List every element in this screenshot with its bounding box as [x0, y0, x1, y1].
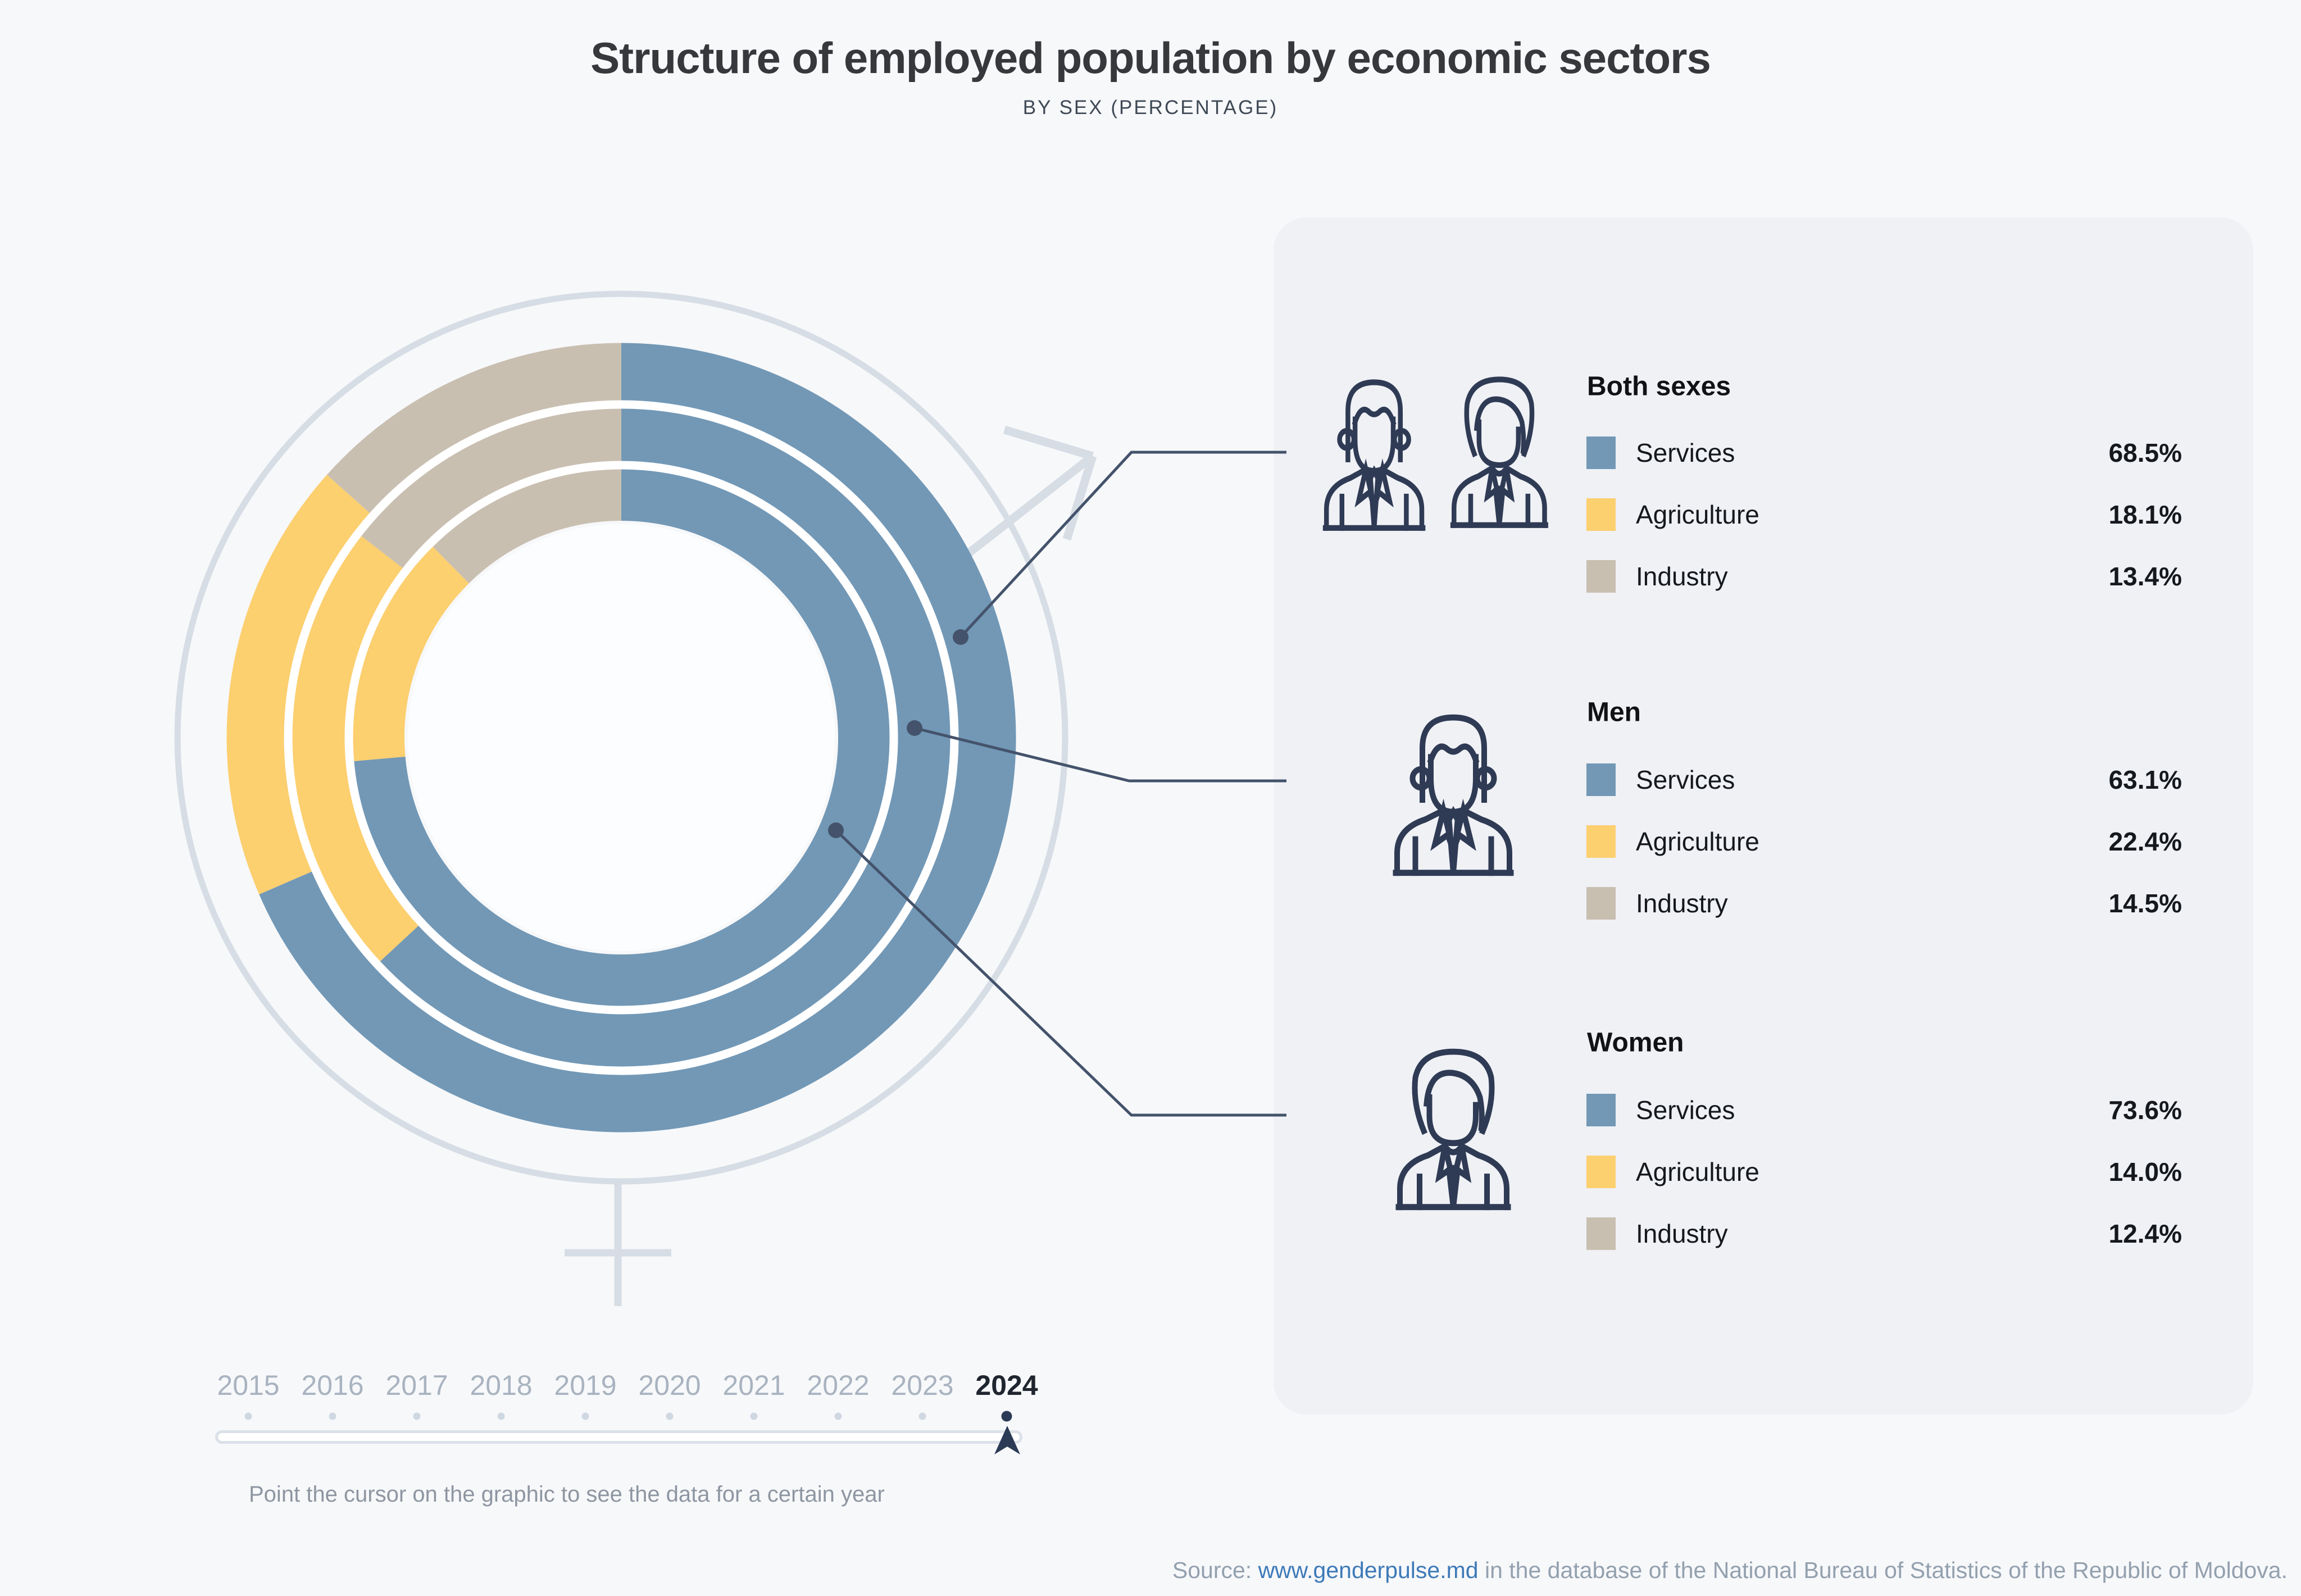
legend-value: 68.5%	[2108, 438, 2182, 467]
services-color-chip	[1586, 1094, 1616, 1126]
year-2018[interactable]: 2018	[470, 1370, 533, 1401]
year-2015[interactable]: 2015	[217, 1370, 280, 1401]
legend-value: 14.0%	[2108, 1157, 2182, 1186]
donut-hole	[408, 524, 835, 951]
year-2024[interactable]: 2024	[975, 1370, 1038, 1401]
legend-label: Services	[1636, 438, 1735, 467]
legend-value: 18.1%	[2108, 500, 2182, 529]
year-dot-2021	[750, 1412, 758, 1420]
year-2022[interactable]: 2022	[807, 1370, 870, 1401]
man-woman-icon	[1315, 365, 1559, 534]
year-2020[interactable]: 2020	[638, 1370, 701, 1401]
page-subtitle: BY SEX (PERCENTAGE)	[1022, 97, 1279, 119]
legend-group-title-both-sexes: Both sexes	[1587, 371, 1731, 402]
legend-value: 22.4%	[2108, 827, 2182, 856]
industry-color-chip	[1586, 560, 1616, 593]
source-prefix: Source:	[1172, 1557, 1258, 1583]
year-dot-2020	[666, 1412, 674, 1420]
services-color-chip	[1586, 763, 1616, 796]
industry-color-chip	[1586, 1217, 1616, 1250]
page-title: Structure of employed population by econ…	[590, 33, 1711, 83]
year-dot-2016	[329, 1412, 336, 1420]
legend-label: Industry	[1636, 562, 1728, 591]
slider-hint: Point the cursor on the graphic to see t…	[249, 1482, 885, 1507]
year-dot-2022	[834, 1412, 842, 1420]
source-line: Source: www.genderpulse.md in the databa…	[1172, 1557, 2288, 1584]
year-dot-2017	[413, 1412, 421, 1420]
year-2019[interactable]: 2019	[554, 1370, 617, 1401]
legend-label: Agriculture	[1636, 500, 1759, 529]
legend-panel: Both sexes Services 68.5% Agriculture 18…	[1274, 217, 2253, 1415]
year-2016[interactable]: 2016	[301, 1370, 364, 1401]
ring-women-industry[interactable]	[433, 469, 622, 584]
legend-group-title-men: Men	[1587, 697, 1641, 727]
source-link[interactable]: www.genderpulse.md	[1258, 1557, 1479, 1583]
legend-label: Services	[1636, 765, 1735, 794]
legend-group-title-women: Women	[1587, 1027, 1684, 1058]
legend-label: Services	[1636, 1095, 1735, 1125]
legend-value: 63.1%	[2108, 765, 2182, 794]
year-2023[interactable]: 2023	[891, 1370, 954, 1401]
woman-icon	[1383, 1036, 1524, 1216]
agriculture-color-chip	[1586, 1156, 1616, 1188]
industry-color-chip	[1586, 887, 1616, 920]
year-dot-2024	[1001, 1411, 1012, 1422]
ring-women-agriculture[interactable]	[353, 546, 470, 761]
ring-separator	[344, 461, 898, 1015]
legend-label: Agriculture	[1636, 827, 1759, 856]
year-dot-2023	[918, 1412, 926, 1420]
man-icon	[1383, 702, 1524, 882]
year-dot-2018	[497, 1412, 505, 1420]
slider-cursor-icon[interactable]	[994, 1426, 1021, 1455]
legend-value: 73.6%	[2108, 1095, 2182, 1125]
source-suffix: in the database of the National Bureau o…	[1478, 1557, 2288, 1583]
year-2021[interactable]: 2021	[722, 1370, 785, 1401]
agriculture-color-chip	[1586, 498, 1616, 531]
slider-track[interactable]	[215, 1430, 1022, 1444]
legend-value: 14.5%	[2108, 889, 2182, 918]
legend-value: 13.4%	[2108, 562, 2182, 591]
legend-label: Industry	[1636, 1219, 1728, 1248]
year-2017[interactable]: 2017	[385, 1370, 448, 1401]
agriculture-color-chip	[1586, 825, 1616, 858]
year-dot-2015	[244, 1412, 252, 1420]
legend-label: Agriculture	[1636, 1157, 1759, 1186]
legend-value: 12.4%	[2108, 1219, 2182, 1248]
legend-label: Industry	[1636, 889, 1728, 918]
services-color-chip	[1586, 436, 1616, 469]
year-dot-2019	[581, 1412, 589, 1420]
leader-line-both-sexes	[959, 451, 1286, 638]
